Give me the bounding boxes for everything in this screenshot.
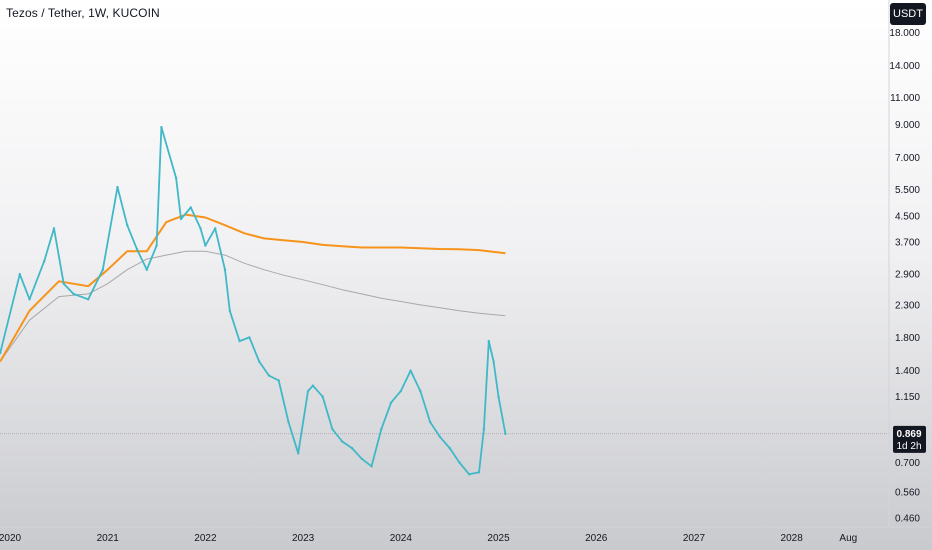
price-point (468, 473, 471, 476)
price-point (277, 379, 280, 382)
price-point (257, 360, 261, 363)
price-point (331, 427, 334, 431)
price-tick-label: 7.000 (895, 153, 920, 164)
price-point (267, 374, 271, 377)
price-tick-label: 2.300 (895, 300, 920, 311)
price-point (72, 292, 75, 296)
price-point (350, 446, 354, 450)
price-tick-label: 4.500 (895, 212, 920, 223)
price-point (458, 461, 461, 464)
price-point (399, 389, 403, 393)
time-axis[interactable]: 2020 2021 2022 2023 2024 2025 2026 2027 2028 Aug (0, 533, 857, 544)
price-point (321, 395, 324, 398)
price-point (428, 420, 432, 424)
time-tick-label: 2024 (390, 533, 413, 544)
price-point (52, 227, 56, 230)
price-point (370, 465, 373, 468)
price-point (42, 259, 46, 263)
time-tick-label: 2026 (585, 533, 608, 544)
price-point (155, 244, 158, 247)
price-point (199, 227, 202, 230)
bar-countdown: 1d 2h (896, 441, 921, 452)
price-point (126, 223, 129, 227)
price-point (228, 309, 232, 313)
price-point (438, 435, 442, 438)
time-tick-label: Aug (839, 533, 857, 544)
last-price-badge: 0.869 1d 2h (893, 425, 926, 453)
price-point (86, 298, 90, 301)
time-tick-label: 2022 (194, 533, 217, 544)
price-point (18, 273, 21, 276)
price-point (0, 351, 2, 355)
price-tick-label: 1.150 (895, 392, 920, 403)
plot-area[interactable] (0, 126, 889, 476)
price-point (311, 384, 315, 387)
last-price-badge-bg (893, 425, 926, 453)
price-point (360, 457, 363, 460)
price-tick-label: 1.400 (895, 366, 920, 377)
price-point (389, 401, 393, 404)
time-tick-label: 2021 (97, 533, 120, 544)
price-point (101, 268, 105, 271)
price-point (248, 336, 251, 339)
price-point (477, 471, 481, 474)
price-tick-label: 5.500 (895, 185, 920, 196)
price-point (306, 389, 310, 393)
price-tick-label: 9.000 (895, 120, 920, 131)
price-point (179, 217, 183, 221)
price-point (492, 360, 495, 363)
symbol-title[interactable]: Tezos / Tether, 1W, KUCOIN (6, 6, 160, 20)
price-tick-label: 0.460 (895, 514, 920, 525)
time-tick-label: 2028 (781, 533, 804, 544)
time-tick-label: 2023 (292, 533, 315, 544)
price-point (297, 452, 300, 455)
currency-button[interactable]: USDT (890, 3, 926, 25)
price-point (497, 395, 500, 398)
price-point (174, 176, 178, 180)
price-point (135, 248, 139, 251)
price-tick-label: 0.560 (895, 488, 920, 499)
price-point (213, 227, 217, 230)
price-tick-label: 14.000 (889, 61, 920, 72)
price-line (0, 126, 507, 476)
ema-slow-line (0, 213, 506, 363)
price-point (287, 420, 290, 424)
ema-fast-line (0, 250, 506, 362)
price-tick-label: 18.000 (889, 28, 920, 39)
price-tick-label: 3.700 (895, 237, 920, 248)
price-point (28, 298, 31, 301)
price-point (223, 268, 227, 271)
time-tick-label: 2020 (0, 533, 22, 544)
price-tick-label: 1.800 (895, 333, 920, 344)
price-point (62, 282, 65, 285)
time-tick-label: 2025 (487, 533, 510, 544)
price-tick-label: 0.700 (895, 458, 920, 469)
price-tick-label: 2.900 (895, 270, 920, 281)
price-point (448, 446, 451, 450)
price-point (504, 432, 507, 436)
price-point (409, 369, 412, 372)
price-point (419, 389, 422, 393)
price-tick-label: 11.000 (890, 93, 920, 104)
price-point (487, 339, 490, 343)
price-point (145, 268, 148, 271)
price-axis[interactable]: 18.000 14.000 11.000 9.000 7.000 5.500 4.500 3.… (889, 28, 920, 525)
price-point (116, 185, 119, 189)
price-point (380, 427, 383, 431)
price-point (189, 206, 192, 209)
price-point (204, 244, 207, 247)
time-tick-label: 2027 (683, 533, 706, 544)
price-point (482, 427, 486, 431)
last-price-value: 0.869 (896, 429, 921, 440)
price-point (160, 126, 163, 129)
price-point (341, 440, 344, 443)
price-point (238, 339, 241, 343)
